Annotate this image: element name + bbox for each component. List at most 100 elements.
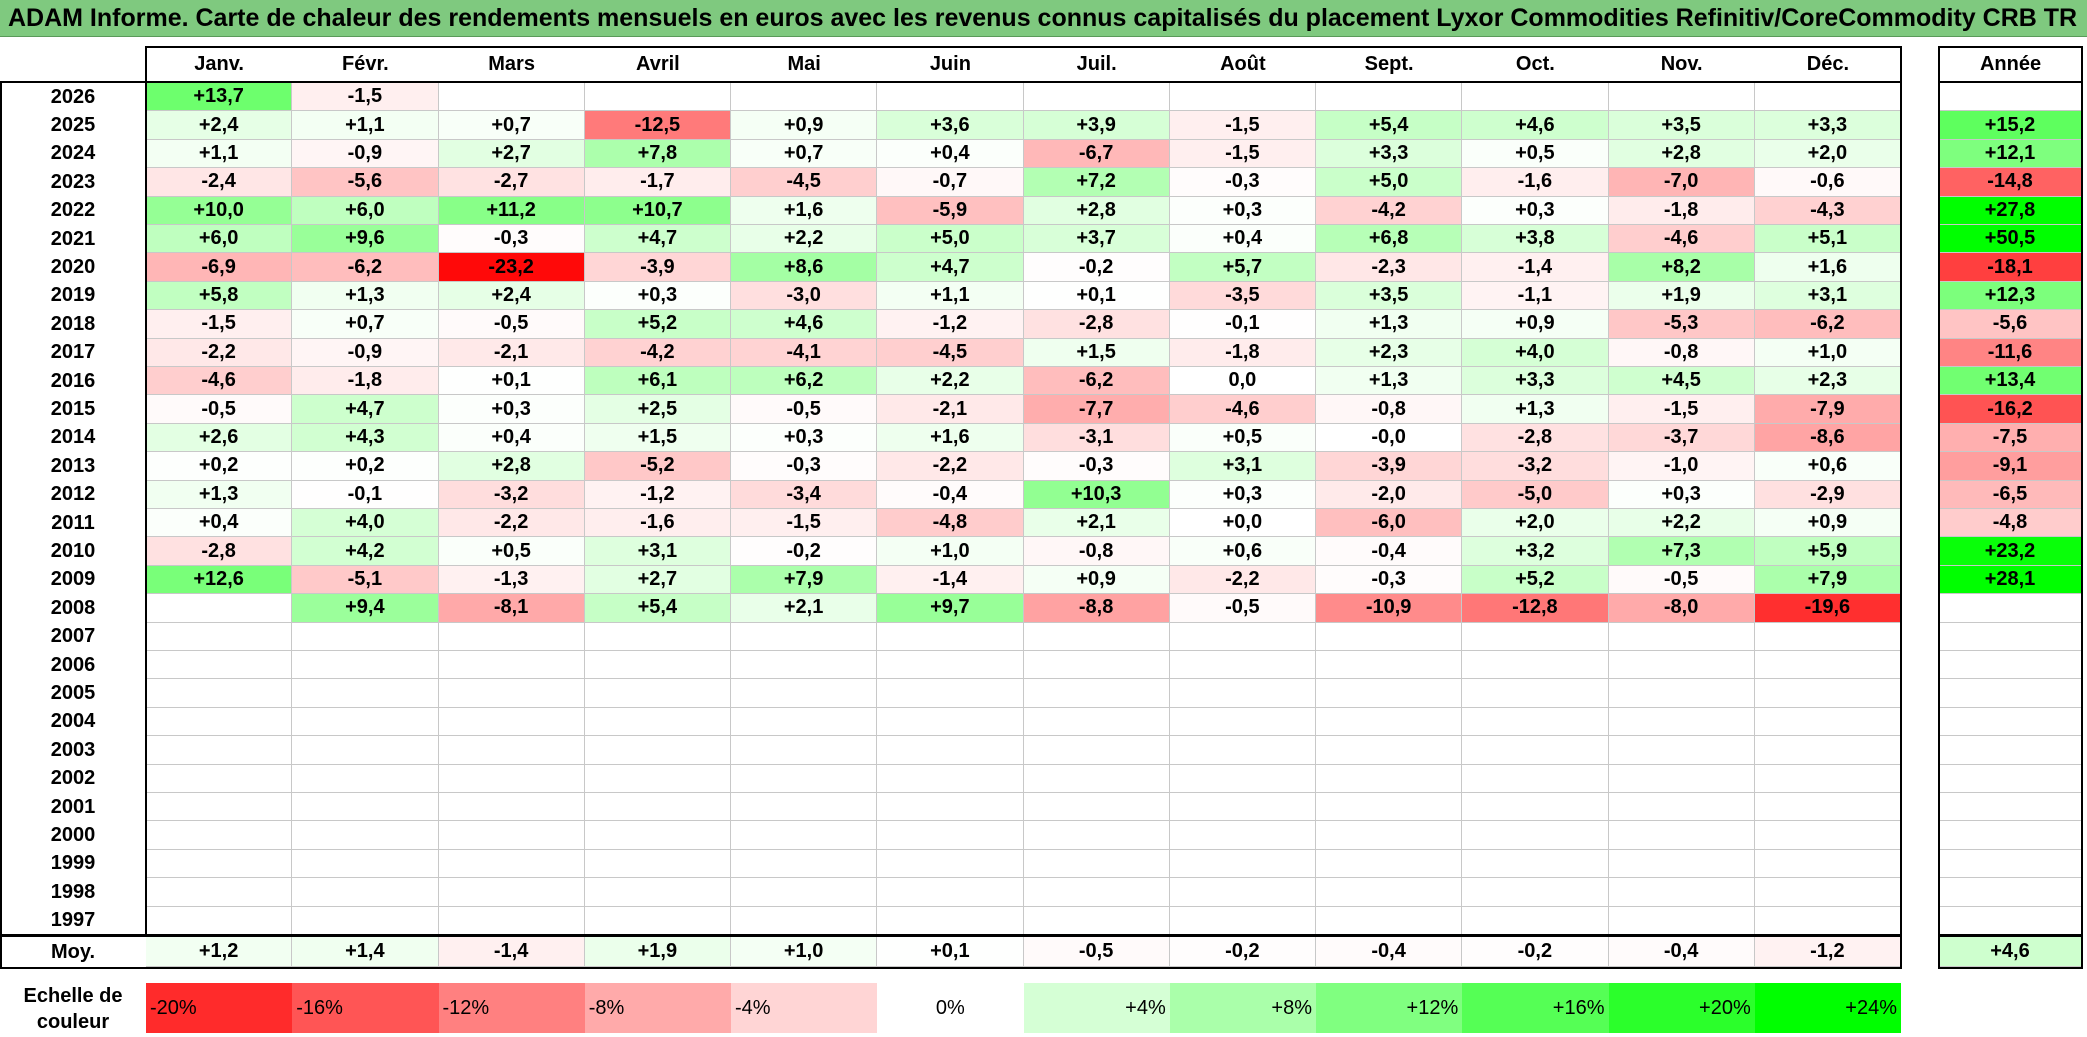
heatmap-cell: -8,8	[1023, 594, 1170, 623]
annual-cell: +28,1	[1939, 565, 2082, 595]
heatmap-cell	[1316, 906, 1463, 935]
heatmap-cell: -5,9	[877, 196, 1024, 225]
heatmap-cell	[1608, 793, 1755, 822]
heatmap-cell: +0,4	[438, 423, 585, 453]
annual-cell: -18,1	[1939, 253, 2082, 282]
heatmap-cell: +2,8	[1023, 196, 1170, 225]
heatmap-cell: -0,1	[1169, 310, 1316, 339]
heatmap-cell: +0,7	[292, 310, 439, 339]
annual-right-line	[2081, 46, 2083, 935]
heatmap-cell: -1,5	[292, 83, 439, 112]
heatmap-cell	[1608, 707, 1755, 737]
heatmap-cell	[1316, 764, 1463, 793]
avg-top-line	[0, 934, 1901, 936]
annual-cell: +50,5	[1939, 225, 2082, 254]
heatmap-cell	[292, 707, 439, 737]
heatmap-cell: -3,2	[1462, 452, 1609, 481]
heatmap-cell: -6,7	[1023, 139, 1170, 169]
heatmap-cell: -4,2	[1316, 196, 1463, 225]
month-right-line	[1900, 46, 1902, 935]
heatmap-cell	[1169, 821, 1316, 850]
heatmap-cell: -0,9	[292, 338, 439, 367]
heatmap-cell: -0,4	[1316, 537, 1463, 566]
average-annual-cell: +4,6	[1939, 937, 2082, 967]
heatmap-cell: +2,3	[1754, 367, 1901, 396]
heatmap-cell	[146, 679, 293, 708]
heatmap-cell	[584, 707, 731, 737]
heatmap-cell: +2,3	[1316, 338, 1463, 367]
heatmap-cell: -3,9	[584, 253, 731, 282]
heatmap-cell: -8,0	[1608, 594, 1755, 623]
heatmap-cell: -6,9	[146, 253, 293, 282]
heatmap-cell: +5,8	[146, 281, 293, 311]
heatmap-cell: -0,5	[1169, 594, 1316, 623]
heatmap-cell	[1462, 622, 1609, 651]
row-year-label: 2018	[50, 312, 96, 335]
heatmap-cell: -2,7	[438, 168, 585, 197]
heatmap-cell	[146, 594, 293, 623]
heatmap-cell: -4,1	[731, 338, 878, 367]
heatmap-cell	[1316, 878, 1463, 907]
heatmap-cell	[438, 651, 585, 680]
heatmap-cell: -5,2	[584, 452, 731, 481]
heatmap-cell: -0,4	[877, 480, 1024, 509]
year-total-header: Année	[1979, 52, 2042, 75]
heatmap-cell	[1316, 849, 1463, 879]
heatmap-cell: +0,5	[438, 537, 585, 566]
heatmap-cell: +4,5	[1608, 367, 1755, 396]
heatmap-cell: -0,5	[146, 395, 293, 424]
heatmap-cell: -1,8	[1169, 338, 1316, 367]
heatmap-cell	[1608, 622, 1755, 651]
heatmap-cell	[584, 821, 731, 850]
heatmap-cell	[1169, 849, 1316, 879]
heatmap-cell: -23,2	[438, 253, 585, 282]
heatmap-cell: -1,4	[877, 565, 1024, 595]
rows-bottom-line	[0, 935, 1901, 937]
heatmap-cell	[146, 736, 293, 765]
heatmap-cell	[1754, 793, 1901, 822]
heatmap-cell: -4,2	[584, 338, 731, 367]
heatmap-cell	[584, 622, 731, 651]
heatmap-cell	[1169, 622, 1316, 651]
heatmap-cell: +2,0	[1462, 509, 1609, 538]
heatmap-cell: -1,0	[1608, 452, 1755, 481]
heatmap-cell: +1,5	[1023, 338, 1170, 367]
heatmap-cell	[584, 764, 731, 793]
month-header: Oct.	[1515, 52, 1555, 75]
heatmap-cell	[1608, 906, 1755, 935]
heatmap-cell: +3,1	[1169, 452, 1316, 481]
heatmap-cell: +4,2	[292, 537, 439, 566]
heatmap-cell	[1169, 764, 1316, 793]
heatmap-cell: +5,9	[1754, 537, 1901, 566]
heatmap-cell: +0,9	[731, 111, 878, 140]
heatmap-cell: -0,9	[292, 139, 439, 169]
heatmap-cell	[1316, 679, 1463, 708]
row-year-label: 2023	[50, 170, 96, 193]
heatmap-cell: -0,3	[1316, 565, 1463, 595]
annual-cell	[1939, 594, 2082, 623]
annual-cell	[1939, 821, 2082, 850]
heatmap-cell	[1608, 764, 1755, 793]
heatmap-cell	[877, 622, 1024, 651]
heatmap-cell: -0,0	[1316, 423, 1463, 453]
heatmap-cell: -0,6	[1754, 168, 1901, 197]
heatmap-cell: +1,6	[877, 423, 1024, 453]
heatmap-cell: +0,7	[438, 111, 585, 140]
heatmap-cell: -4,3	[1754, 196, 1901, 225]
heatmap-cell	[1754, 821, 1901, 850]
heatmap-cell	[1169, 83, 1316, 112]
heatmap-cell	[1316, 736, 1463, 765]
heatmap-cell	[1462, 764, 1609, 793]
heatmap-cell: -2,8	[1462, 423, 1609, 453]
heatmap-cell	[1023, 878, 1170, 907]
heatmap-cell: -8,6	[1754, 423, 1901, 453]
heatmap-cell: -0,3	[438, 225, 585, 254]
heatmap-cell: -2,2	[1169, 565, 1316, 595]
heatmap-cell: -7,0	[1608, 168, 1755, 197]
row-year-label: 2014	[50, 426, 96, 449]
heatmap-cell: -1,6	[584, 509, 731, 538]
annual-cell	[1939, 83, 2082, 112]
average-cell: +0,1	[877, 937, 1024, 967]
heatmap-cell: +2,7	[438, 139, 585, 169]
heatmap-cell	[438, 679, 585, 708]
